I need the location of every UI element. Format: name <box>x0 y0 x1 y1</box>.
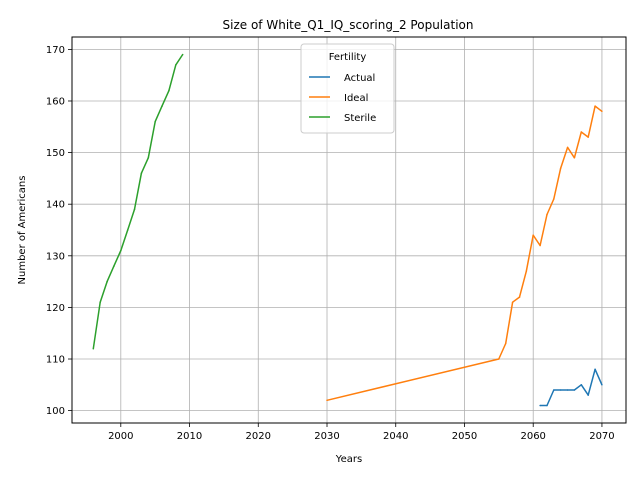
y-tick-label: 120 <box>46 303 65 314</box>
y-tick-label: 170 <box>46 45 65 56</box>
y-tick-label: 160 <box>46 96 65 107</box>
chart-title: Size of White_Q1_IQ_scoring_2 Population <box>223 18 474 32</box>
x-tick-label: 2030 <box>314 431 339 442</box>
data-point-sterile <box>140 172 143 174</box>
x-tick-label: 2010 <box>177 431 202 442</box>
data-point-sterile <box>126 229 129 231</box>
x-tick-label: 2070 <box>589 431 614 442</box>
data-point-ideal <box>573 157 576 159</box>
data-point-sterile <box>113 265 115 267</box>
data-point-sterile <box>147 157 150 159</box>
series-layer <box>92 53 603 407</box>
legend-label-ideal: Ideal <box>344 93 368 104</box>
data-point-ideal <box>546 213 548 216</box>
x-tick-label: 2050 <box>452 431 477 442</box>
data-point-actual <box>594 368 596 371</box>
data-point-ideal <box>601 110 603 113</box>
data-point-ideal <box>559 167 562 169</box>
data-point-ideal <box>518 296 521 298</box>
data-point-ideal <box>326 399 328 402</box>
x-tick-label: 2060 <box>520 431 545 442</box>
legend-title: Fertility <box>329 52 367 63</box>
data-point-sterile <box>106 280 108 283</box>
data-point-sterile <box>92 347 95 350</box>
y-tick-label: 140 <box>46 200 65 211</box>
data-point-actual <box>601 384 603 386</box>
data-point-ideal <box>587 136 589 138</box>
y-tick-label: 110 <box>46 355 65 366</box>
data-point-actual <box>559 389 562 391</box>
data-point-sterile <box>168 89 170 92</box>
x-tick-label: 2020 <box>246 431 271 442</box>
data-point-sterile <box>133 208 136 211</box>
data-point-ideal <box>553 198 555 200</box>
data-point-sterile <box>99 301 101 303</box>
data-point-sterile <box>154 120 156 123</box>
data-point-actual <box>539 404 541 407</box>
data-point-ideal <box>525 270 528 273</box>
data-point-actual <box>566 389 569 391</box>
data-point-ideal <box>498 358 500 360</box>
x-tick-label: 2000 <box>108 431 133 442</box>
y-axis: 100 110 120 130 140 150 160 170 <box>46 45 72 417</box>
series-line-sterile <box>92 54 184 349</box>
legend: Fertility Actual Ideal Sterile <box>300 43 395 134</box>
plot-frame <box>71 36 627 424</box>
y-tick-label: 100 <box>46 406 65 417</box>
legend-label-actual: Actual <box>344 73 375 84</box>
data-point-ideal <box>532 234 534 236</box>
x-axis-label: Years <box>335 454 362 465</box>
data-point-ideal <box>566 146 569 149</box>
data-point-actual <box>587 394 589 396</box>
data-point-ideal <box>580 131 583 133</box>
data-point-ideal <box>504 342 507 345</box>
data-point-ideal <box>594 105 596 107</box>
data-point-sterile <box>120 249 122 252</box>
data-point-sterile <box>175 64 177 66</box>
legend-box <box>300 43 395 134</box>
x-axis: 2000 2010 2020 2030 2040 2050 2060 2070 <box>108 423 615 442</box>
data-point-actual <box>580 384 583 386</box>
y-axis-label: Number of Americans <box>17 176 28 285</box>
series-line-actual <box>540 368 603 407</box>
data-point-ideal <box>511 301 514 303</box>
y-tick-label: 130 <box>46 251 65 262</box>
data-point-actual <box>546 404 548 407</box>
data-point-sterile <box>161 105 163 107</box>
legend-label-sterile: Sterile <box>344 113 376 124</box>
y-tick-label: 150 <box>46 148 65 159</box>
data-point-ideal <box>539 244 541 247</box>
data-point-actual <box>573 389 576 391</box>
data-point-sterile <box>181 53 184 56</box>
data-point-actual <box>553 389 555 391</box>
x-tick-label: 2040 <box>383 431 408 442</box>
